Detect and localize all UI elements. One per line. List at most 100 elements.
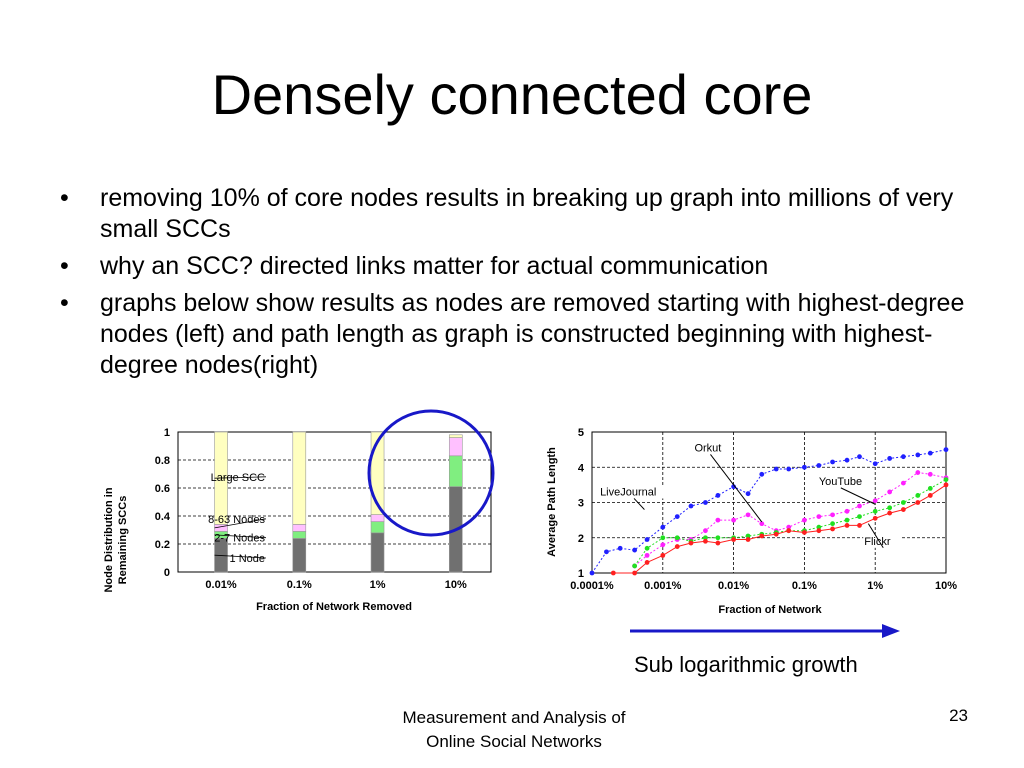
line-annotation-bg	[863, 534, 902, 548]
data-point-youtube	[632, 563, 638, 569]
bullet-list: • removing 10% of core nodes results in b…	[58, 183, 968, 387]
bar-annotation-label: 8-63 Nodes	[208, 514, 265, 526]
bar-y-tick-label: 0.8	[155, 455, 170, 467]
line-x-tick-label: 0.001%	[644, 580, 682, 592]
data-point-flickr	[857, 523, 862, 528]
bar-annotation-label: 2-7 Nodes	[214, 533, 265, 545]
data-point-livejournal	[915, 452, 921, 458]
bullet-text: why an SCC? directed links matter for ac…	[100, 252, 769, 280]
data-point-youtube	[943, 477, 949, 482]
data-point-flickr	[610, 570, 616, 576]
data-point-livejournal	[674, 514, 680, 519]
bar-segment	[292, 538, 307, 573]
line-chart-xlabel: Fraction of Network	[718, 604, 822, 616]
line-x-tick-label: 0.1%	[792, 580, 817, 592]
page-number: 23	[949, 706, 968, 725]
data-point-flickr	[872, 515, 878, 521]
line-annotation-leader	[867, 523, 884, 549]
bar-chart-ylabel-line2: Remaining SCCs	[117, 496, 129, 585]
line-x-tick-label: 10%	[935, 580, 957, 592]
bar-annotation-leader	[214, 518, 267, 529]
data-point-orkut	[786, 524, 792, 530]
data-point-livejournal	[660, 524, 666, 530]
bar-segment	[448, 434, 463, 438]
bar-x-tick-label: 0.1%	[287, 579, 312, 591]
line-x-tick-label: 0.0001%	[570, 580, 614, 592]
data-point-flickr	[844, 523, 850, 528]
data-point-livejournal	[943, 447, 949, 453]
bar-chart-ylabel-line1: Node Distribution in	[103, 487, 115, 592]
line-annotation-bg	[817, 474, 862, 488]
bar-annotation-leader	[214, 554, 267, 559]
data-point-livejournal	[604, 549, 609, 555]
caption: Sub logarithmic growth	[634, 652, 858, 677]
data-point-livejournal	[872, 461, 878, 467]
data-point-livejournal	[632, 547, 638, 553]
path-length-chart: Average Path Length Fraction of Network …	[546, 427, 957, 616]
data-point-orkut	[857, 503, 862, 509]
line-x-tick-label: 1%	[867, 580, 883, 592]
data-point-flickr	[927, 493, 933, 498]
data-point-livejournal	[589, 570, 595, 576]
data-point-youtube	[703, 535, 708, 541]
scc-distribution-chart: Node Distribution in Remaining SCCs Frac…	[103, 427, 492, 613]
bar-plot-frame	[177, 431, 492, 573]
data-point-flickr	[660, 552, 666, 558]
bar-annotation-leader	[214, 534, 267, 539]
data-point-orkut	[703, 528, 708, 534]
data-point-livejournal	[759, 471, 765, 477]
data-point-youtube	[660, 535, 666, 541]
data-point-flickr	[915, 500, 921, 505]
data-point-livejournal	[644, 537, 650, 542]
bar-y-tick-label: 0	[164, 567, 170, 579]
line-x-tick-label: 0.01%	[718, 580, 749, 592]
bullet-dot: •	[60, 252, 69, 280]
data-point-youtube	[872, 508, 878, 514]
growth-arrow-head	[882, 624, 900, 638]
series-line-youtube	[634, 479, 947, 567]
data-point-livejournal	[900, 454, 906, 460]
bar-annotation-leader	[214, 476, 267, 479]
data-point-flickr	[759, 533, 765, 539]
series-line-orkut	[634, 471, 947, 567]
bar-x-tick-label: 1%	[370, 579, 386, 591]
line-annotation-label: LiveJournal	[600, 486, 656, 498]
data-point-orkut	[887, 489, 893, 495]
data-point-orkut	[731, 517, 736, 523]
data-point-flickr	[745, 537, 751, 542]
data-point-flickr	[674, 544, 680, 549]
data-point-flickr	[830, 526, 835, 532]
data-point-livejournal	[844, 457, 850, 463]
data-point-livejournal	[745, 491, 751, 497]
data-point-flickr	[816, 528, 822, 534]
line-annotation-label: Orkut	[694, 442, 721, 454]
line-annotation-bg	[599, 485, 668, 499]
data-point-flickr	[703, 538, 708, 544]
data-point-livejournal	[830, 459, 835, 465]
data-point-youtube	[844, 517, 850, 523]
data-point-youtube	[816, 524, 822, 530]
line-y-tick-label: 4	[578, 462, 585, 474]
data-point-flickr	[943, 482, 949, 488]
data-point-youtube	[745, 533, 751, 539]
bar-segment	[292, 431, 307, 525]
highlight-circle	[367, 409, 495, 537]
data-point-orkut	[715, 517, 721, 523]
data-point-orkut	[802, 517, 807, 523]
data-point-flickr	[887, 510, 893, 516]
bar-annotation-label: 1 Node	[230, 553, 265, 565]
data-point-orkut	[927, 471, 933, 477]
data-point-flickr	[632, 570, 638, 576]
data-point-flickr	[644, 560, 650, 565]
line-annotation-leader	[710, 454, 763, 523]
data-point-livejournal	[773, 466, 779, 472]
bar-segment	[292, 524, 307, 532]
line-chart-ylabel: Average Path Length	[546, 447, 558, 557]
bar-x-tick-label: 10%	[445, 579, 467, 591]
data-point-flickr	[715, 540, 721, 546]
bullet-dot: •	[60, 289, 69, 317]
data-point-livejournal	[688, 503, 694, 509]
data-point-orkut	[915, 470, 921, 475]
bar-y-tick-label: 0.2	[155, 539, 170, 551]
footer-line2: Online Social Networks	[426, 732, 602, 751]
